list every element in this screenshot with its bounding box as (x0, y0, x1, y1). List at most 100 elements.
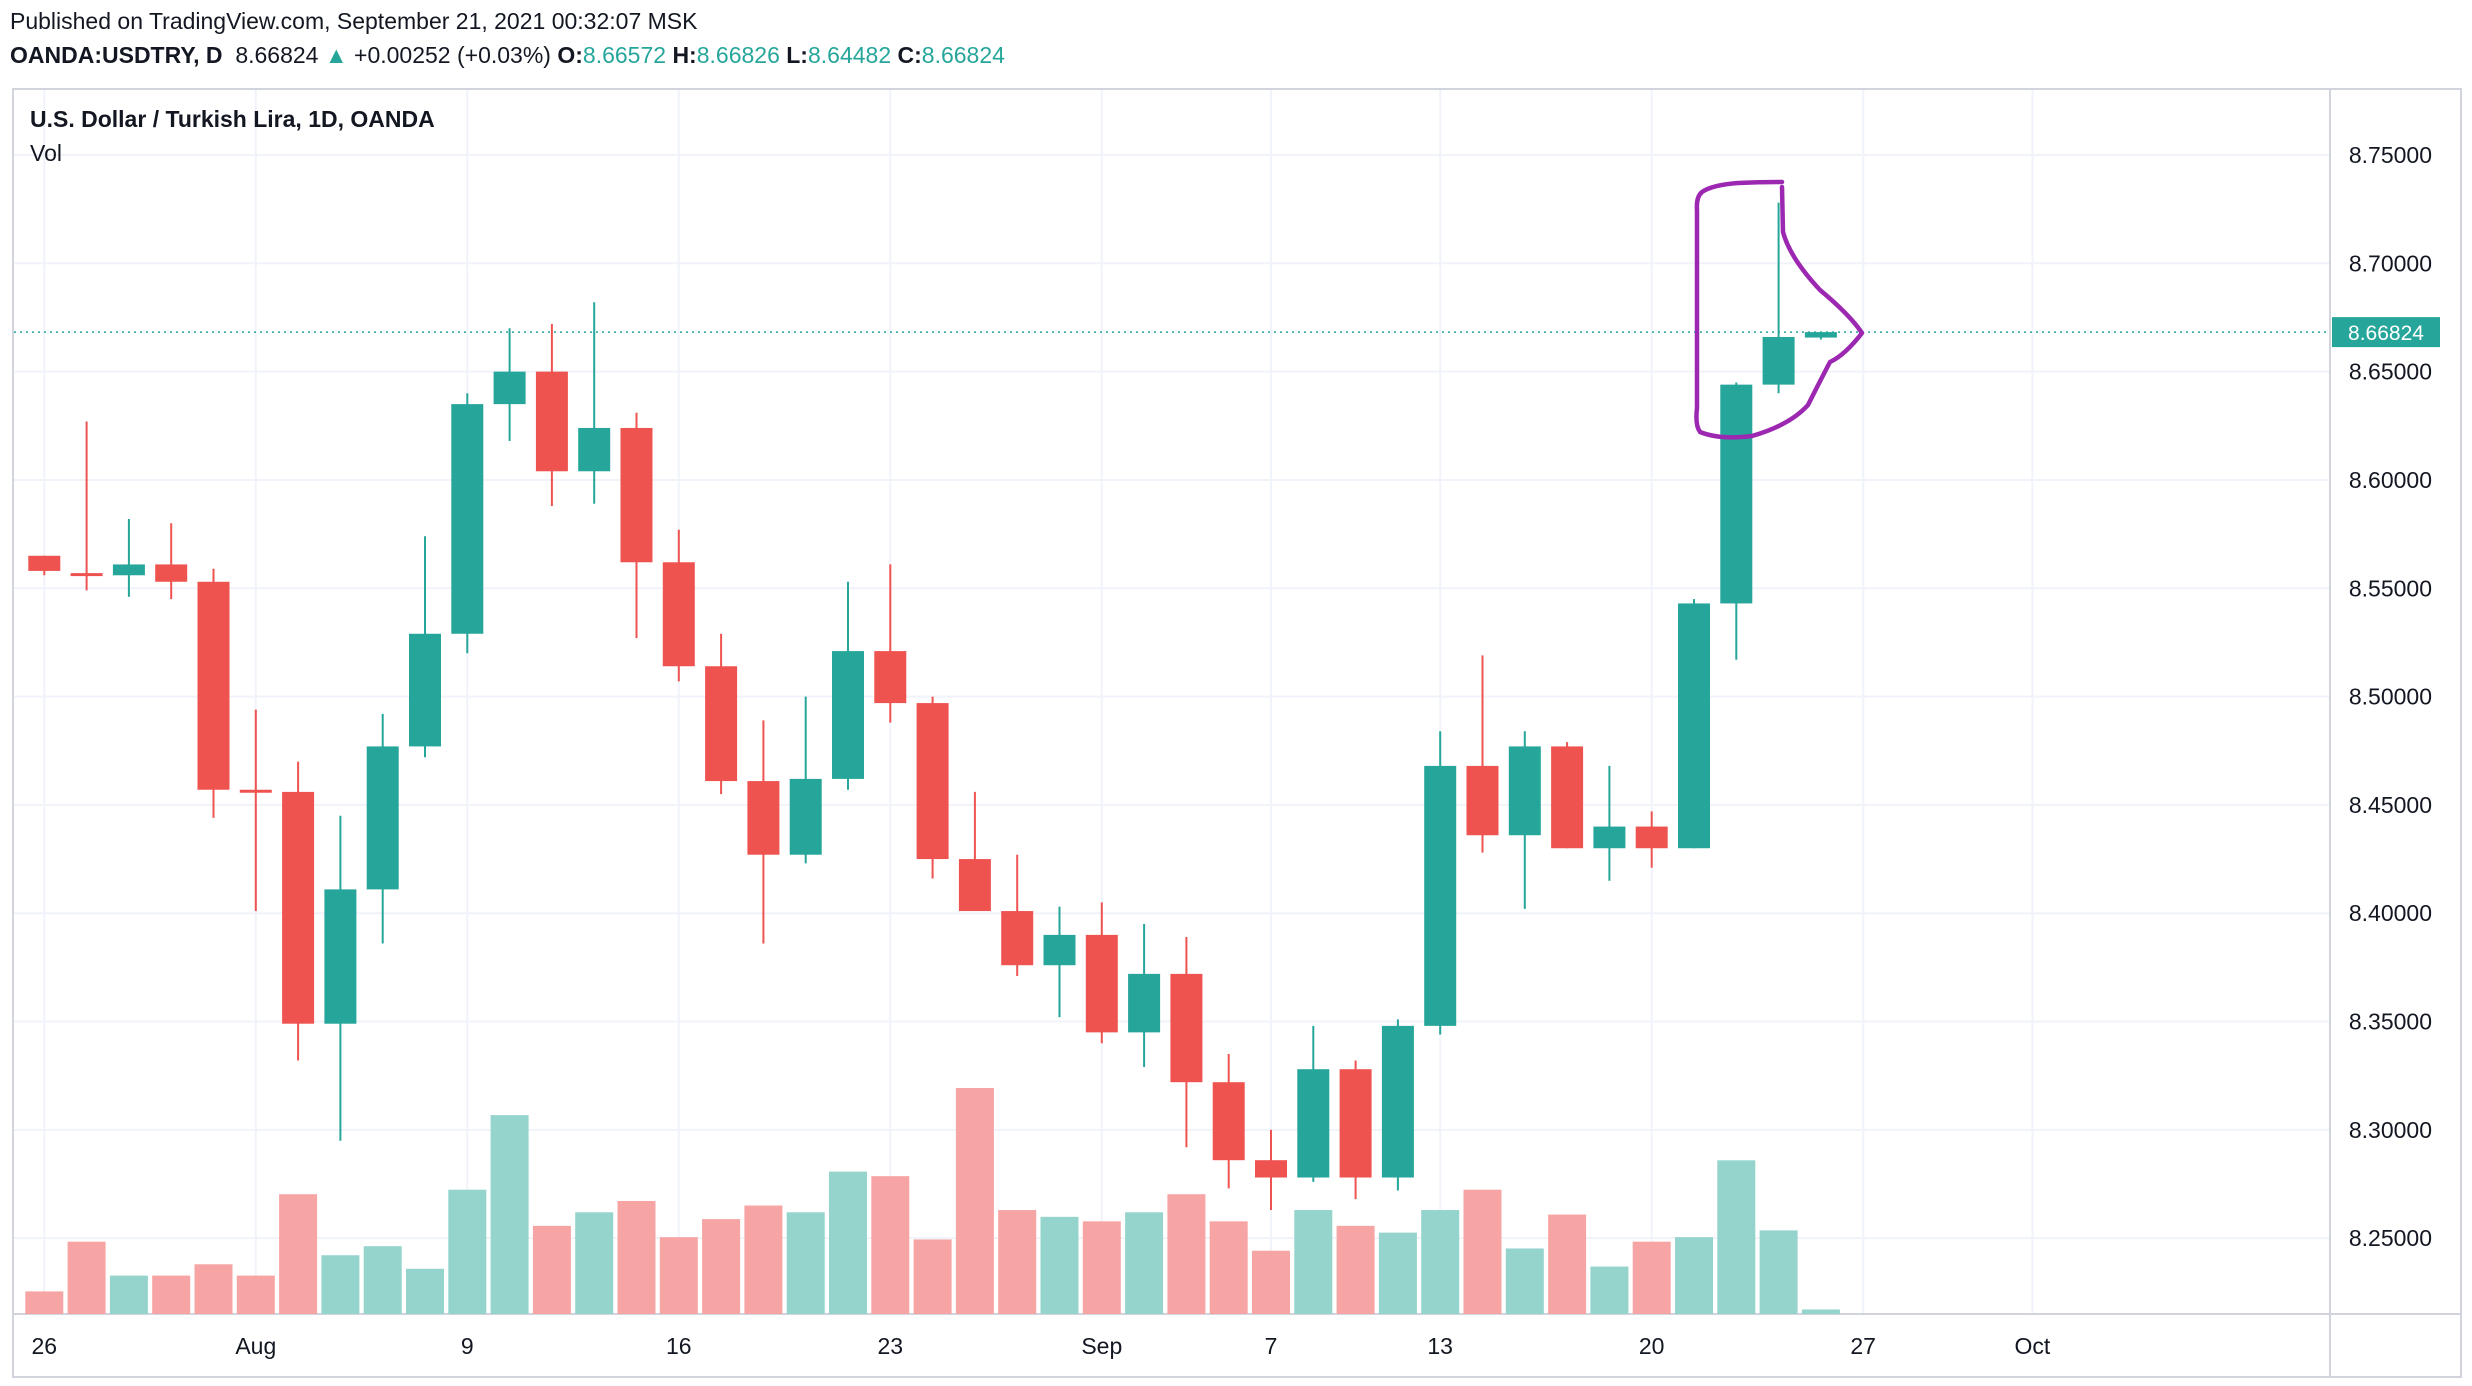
x-tick-label: 23 (878, 1333, 904, 1359)
candle (578, 302, 611, 504)
open-label: O: (557, 42, 583, 68)
candle-body (1508, 746, 1541, 836)
last-price-label: 8.66824 (2348, 322, 2424, 345)
high-label: H: (672, 42, 697, 68)
candle-body (1551, 746, 1584, 849)
candle-body (747, 781, 780, 855)
candle-body (1085, 934, 1118, 1033)
candle-body (832, 651, 864, 779)
candle (409, 536, 441, 758)
x-tick-label: 13 (1427, 1333, 1453, 1359)
grid-lines (14, 90, 2330, 1314)
candle-body (1466, 765, 1499, 836)
volume-bar (152, 1275, 191, 1314)
candle (493, 328, 526, 441)
volume-bar (1040, 1216, 1079, 1314)
candle-body (1255, 1160, 1287, 1178)
volume-bar (871, 1176, 910, 1314)
volume-bar (829, 1171, 867, 1314)
volume-bar (532, 1225, 571, 1314)
volume-legend-label[interactable]: Vol (30, 140, 62, 166)
candle (451, 393, 484, 654)
candle (832, 581, 864, 790)
candle (1551, 742, 1584, 849)
candle-body (409, 633, 441, 747)
candle (1762, 202, 1795, 394)
candle-body (155, 564, 188, 582)
x-tick-label: 27 (1850, 1333, 1876, 1359)
candle-body (324, 889, 357, 1024)
candle-body (620, 427, 653, 563)
candle (324, 815, 357, 1141)
volume-bar (1505, 1248, 1544, 1314)
low-value: 8.64482 (807, 42, 892, 68)
high-value: 8.66826 (696, 42, 780, 68)
candle-body (789, 778, 822, 855)
candle (1297, 1025, 1330, 1182)
y-tick-label: 8.30000 (2349, 1117, 2432, 1143)
volume-bar (1209, 1221, 1248, 1314)
y-tick-label: 8.40000 (2349, 900, 2432, 926)
up-arrow-icon: ▲ (324, 42, 348, 68)
y-tick-label: 8.70000 (2349, 250, 2432, 276)
candle-body (705, 666, 738, 782)
candle (366, 713, 399, 944)
x-tick-label: 20 (1639, 1333, 1665, 1359)
price-change: +0.00252 (+0.03%) (354, 42, 551, 68)
candle (28, 555, 61, 576)
candle (155, 523, 188, 600)
symbol-label: OANDA:USDTRY, D (10, 42, 223, 68)
chart-frame[interactable] (12, 88, 2462, 1378)
volume-bar (913, 1239, 952, 1314)
candle (747, 720, 780, 944)
candle (1043, 906, 1076, 1018)
volume-bar (1378, 1232, 1417, 1314)
volume-bar (575, 1212, 614, 1314)
volume-bar (786, 1212, 825, 1314)
candle-body (916, 703, 949, 860)
candle (1128, 924, 1161, 1068)
volume-bar (1336, 1225, 1375, 1314)
candle (1593, 765, 1626, 881)
y-tick-label: 8.75000 (2349, 142, 2432, 168)
candle-body (282, 791, 315, 1024)
volume-bar (1632, 1241, 1671, 1314)
candle (1001, 854, 1034, 977)
candle-body (70, 573, 103, 577)
y-tick-label: 8.35000 (2349, 1009, 2432, 1035)
close-value: 8.66824 (921, 42, 1005, 68)
candle (958, 791, 991, 912)
annotation-circle (1694, 179, 1865, 440)
x-tick-label: Oct (2015, 1333, 2051, 1359)
candle (705, 633, 738, 795)
candle-body (1170, 973, 1203, 1083)
volume-bar (109, 1275, 148, 1314)
volume-bar (1125, 1212, 1164, 1314)
candle-body (1212, 1082, 1245, 1161)
candle-body (197, 581, 230, 790)
volume-bar (1294, 1210, 1333, 1314)
last-price-badge (2332, 317, 2440, 348)
candle (916, 696, 949, 879)
volume-bars (25, 1088, 1840, 1314)
volume-bar (1717, 1160, 1756, 1314)
volume-bar (490, 1115, 529, 1314)
volume-bar (659, 1237, 698, 1314)
candle (1339, 1060, 1372, 1200)
volume-bar (67, 1241, 106, 1314)
candle-body (958, 859, 991, 912)
open-value: 8.66572 (582, 42, 667, 68)
y-tick-label: 8.45000 (2349, 792, 2432, 818)
x-tick-label: 7 (1265, 1333, 1278, 1359)
x-tick-label: Aug (235, 1333, 276, 1359)
candle (620, 412, 653, 639)
candle-body (1593, 826, 1626, 849)
candle-body (535, 371, 568, 472)
candle-body (1424, 765, 1457, 1026)
volume-bar (1759, 1230, 1798, 1314)
candle (1466, 655, 1499, 853)
y-tick-label: 8.65000 (2349, 359, 2432, 385)
volume-bar (448, 1189, 487, 1314)
volume-bar (744, 1205, 783, 1314)
